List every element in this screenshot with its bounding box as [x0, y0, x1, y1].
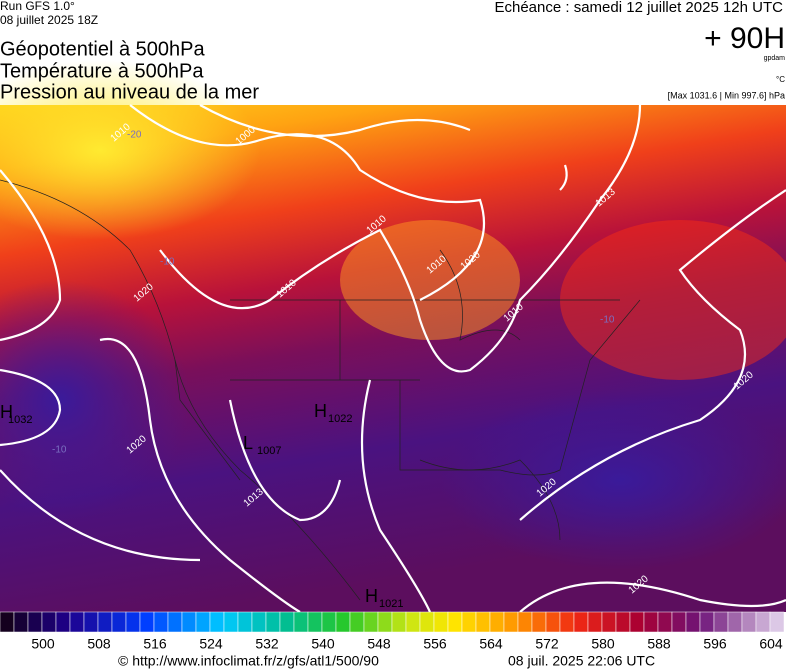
colorbar-label: 500: [31, 636, 55, 652]
colorbar-swatch: [615, 611, 631, 633]
colorbar-swatch: [377, 611, 393, 633]
colorbar-swatch: [503, 611, 519, 633]
center-value: 1021: [379, 598, 403, 610]
run-label: Run GFS 1.0°: [0, 0, 75, 13]
colorbar-swatch: [139, 611, 155, 633]
center-letter: H: [365, 586, 378, 606]
temperature-label: -10: [52, 445, 67, 456]
colorbar-swatch: [223, 611, 239, 633]
colorbar-swatch: [419, 611, 435, 633]
colorbar-swatch: [727, 611, 743, 633]
colorbar-swatch: [531, 611, 547, 633]
colorbar-swatch: [517, 611, 533, 633]
colorbar-swatch: [755, 611, 771, 633]
title: Température à 500hPa: [0, 60, 204, 82]
colorbar-swatch: [0, 611, 15, 633]
colorbar-label: 540: [311, 636, 335, 652]
colorbar-swatch: [559, 611, 575, 633]
colorbar-label: 580: [591, 636, 615, 652]
colorbar-swatch: [265, 611, 281, 633]
center-letter: H: [314, 401, 327, 421]
colorbar-swatch: [545, 611, 561, 633]
title: Géopotentiel à 500hPa: [0, 38, 205, 60]
center-value: 1032: [8, 414, 32, 426]
colorbar-swatch: [657, 611, 673, 633]
colorbar-swatch: [489, 611, 505, 633]
colorbar-swatch: [461, 611, 477, 633]
generated-time: 08 juil. 2025 22:06 UTC: [508, 653, 655, 669]
colorbar-swatch: [125, 611, 141, 633]
colorbar-swatch: [335, 611, 351, 633]
colorbar-swatch: [307, 611, 323, 633]
colorbar-swatch: [391, 611, 407, 633]
run-date: 08 juillet 2025 18Z: [0, 13, 98, 27]
colorbar-swatch: [601, 611, 617, 633]
colorbar-label: 556: [423, 636, 447, 652]
lead-time: + 90H: [704, 22, 785, 55]
colorbar-swatch: [321, 611, 337, 633]
colorbar-swatch: [587, 611, 603, 633]
colorbar-swatch: [447, 611, 463, 633]
colorbar-label: 508: [87, 636, 111, 652]
colorbar-swatch: [69, 611, 85, 633]
pressure-range: [Max 1031.6 | Min 997.6] hPa: [668, 90, 785, 100]
colorbar-label: 564: [479, 636, 503, 652]
colorbar-swatch: [111, 611, 127, 633]
center-value: 1007: [257, 445, 281, 457]
colorbar-label: 596: [703, 636, 727, 652]
colorbar-swatch: [237, 611, 253, 633]
colorbar-swatch: [699, 611, 715, 633]
colorbar-label: 588: [647, 636, 671, 652]
colorbar-swatch: [83, 611, 99, 633]
colorbar-swatch: [41, 611, 57, 633]
colorbar-swatch: [181, 611, 197, 633]
colorbar-swatch: [55, 611, 71, 633]
colorbar-swatch: [671, 611, 687, 633]
colorbar-swatch: [349, 611, 365, 633]
colorbar-swatch: [97, 611, 113, 633]
isobars: [0, 104, 786, 613]
colorbar-label: 548: [367, 636, 391, 652]
colorbar-swatch: [629, 611, 645, 633]
colorbar-swatch: [167, 611, 183, 633]
colorbar-swatch: [741, 611, 757, 633]
colorbar-label: 516: [143, 636, 167, 652]
colorbar-label: 572: [535, 636, 559, 652]
title: Pression au niveau de la mer: [0, 81, 259, 103]
colorbar-swatch: [13, 611, 29, 633]
colorbar-swatch: [209, 611, 225, 633]
center-value: 1022: [328, 413, 352, 425]
colorbar-swatch: [363, 611, 379, 633]
center-letter: H: [0, 402, 13, 422]
colorbar-swatch: [643, 611, 659, 633]
temperature-label: -10: [160, 257, 175, 268]
colorbar-swatch: [293, 611, 309, 633]
colorbar-swatch: [433, 611, 449, 633]
colorbar-swatch: [195, 611, 211, 633]
temperature-label: -10: [600, 315, 615, 326]
colorbar-label: 532: [255, 636, 279, 652]
colorbar-swatch: [251, 611, 267, 633]
colorbar-swatch: [573, 611, 589, 633]
colorbar: 500 508 516 524 532 540 548 556 564 572 580 588 596 6…: [0, 611, 785, 652]
unit: gpdam: [764, 55, 786, 62]
colorbar-label: 524: [199, 636, 223, 652]
source-link[interactable]: © http://www.infoclimat.fr/z/gfs/atl1/50…: [118, 653, 379, 669]
unit: °C: [776, 75, 785, 84]
colorbar-swatch: [475, 611, 491, 633]
colorbar-swatch: [685, 611, 701, 633]
colorbar-swatch: [713, 611, 729, 633]
colorbar-swatch: [27, 611, 43, 633]
colorbar-swatch: [405, 611, 421, 633]
colorbar-swatch: [769, 611, 785, 633]
valid-time: Echéance : samedi 12 juillet 2025 12h UT…: [494, 0, 783, 16]
colorbar-label: 604: [759, 636, 783, 652]
center-letter: L: [243, 433, 253, 453]
colorbar-swatch: [153, 611, 169, 633]
temperature-label: -20: [127, 130, 142, 141]
colorbar-swatch: [279, 611, 295, 633]
